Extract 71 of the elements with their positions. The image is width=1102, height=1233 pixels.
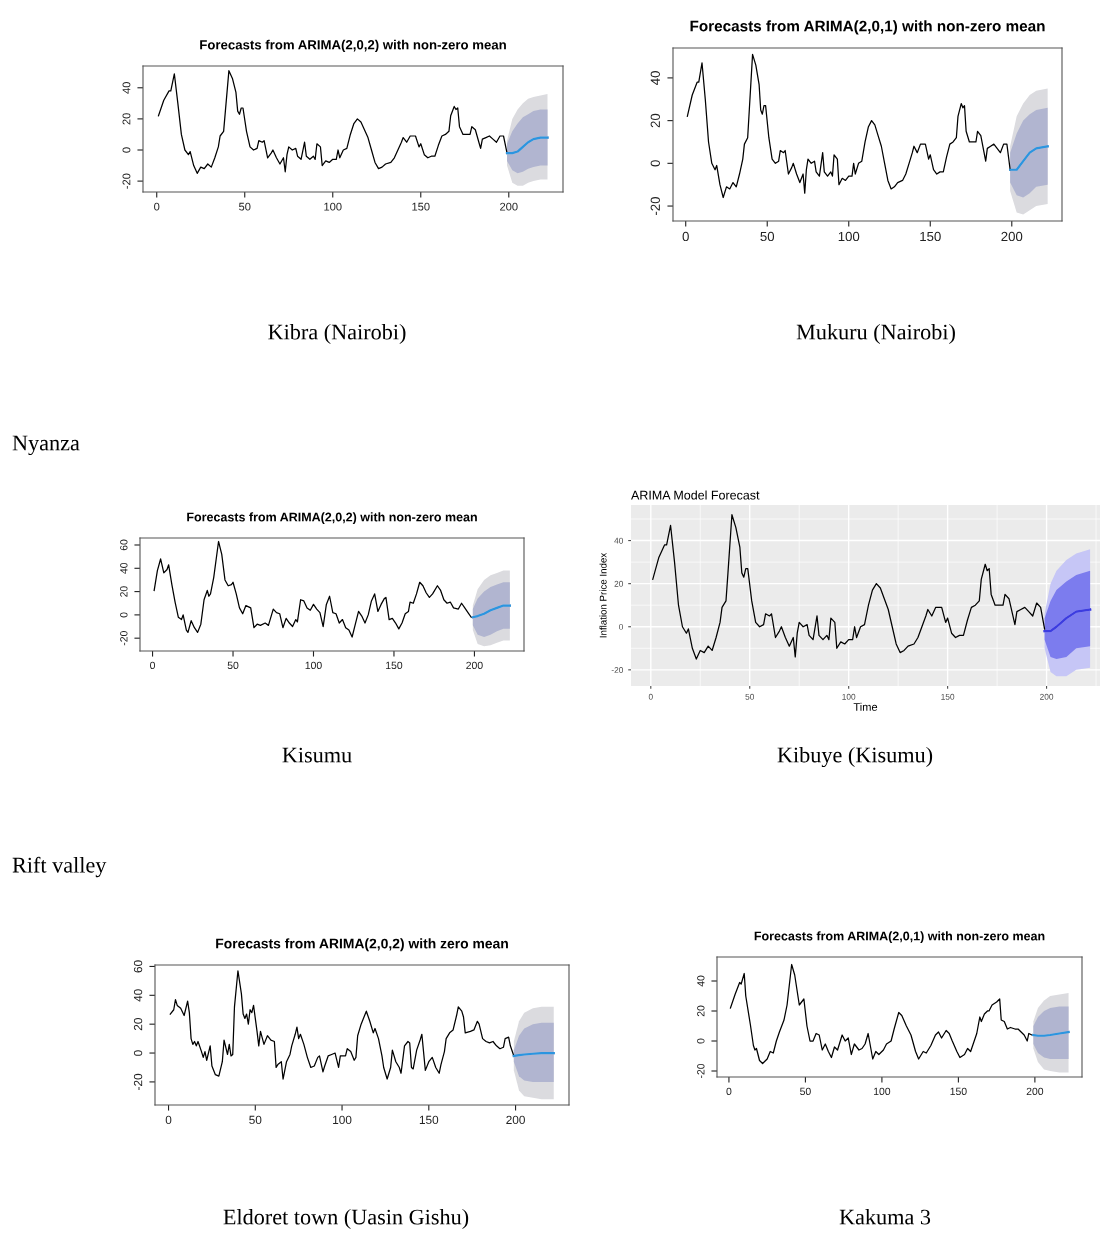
text: Rift valley (12, 856, 107, 878)
x-tick-label: 0 (165, 1115, 172, 1125)
y-tick-label: -20 (650, 197, 660, 215)
y-tick-label: 0 (650, 160, 660, 167)
x-tick-label: 200 (466, 661, 483, 670)
x-tick-label: 0 (154, 202, 160, 211)
y-tick-label: 40 (133, 989, 143, 1002)
y-tick-label: 40 (697, 975, 705, 987)
y-tick-label: 20 (120, 586, 128, 597)
y-axis-title: Inflation Price Index (599, 552, 607, 638)
x-tick-label: 150 (941, 693, 955, 700)
x-tick-label: 100 (333, 1115, 352, 1125)
x-tick-label: 200 (506, 1115, 525, 1125)
y-tick-label: 0 (122, 147, 131, 153)
x-tick-label: 50 (745, 693, 755, 700)
y-tick-label: 60 (120, 539, 128, 551)
text: Kakuma 3 (839, 1208, 931, 1225)
x-tick-label: 100 (874, 1087, 891, 1096)
y-tick-label: -20 (611, 667, 624, 673)
chart-title: ARIMA Model Forecast (631, 490, 760, 500)
y-tick-label: -20 (133, 1073, 143, 1090)
x-tick-label: 0 (682, 231, 689, 242)
y-tick-label: 40 (120, 562, 128, 574)
text: Kisumu (282, 747, 352, 763)
y-tick-label: 40 (122, 82, 131, 94)
chart-title: Forecasts from ARIMA(2,0,2) with non-zero mean (187, 512, 477, 524)
text: Mukuru (Nairobi) (796, 323, 955, 345)
y-tick-label: -20 (697, 1063, 705, 1079)
y-tick-label: 40 (614, 537, 624, 544)
text: Kibuye (Kisumu) (777, 746, 933, 768)
x-tick-label: 150 (950, 1087, 967, 1096)
x-tick-label: 150 (920, 231, 941, 242)
y-tick-label: 20 (614, 580, 624, 587)
x-tick-label: 100 (324, 202, 342, 211)
chart-title: Forecasts from ARIMA(2,0,2) with zero mean (216, 938, 508, 952)
x-tick-label: 200 (1001, 231, 1023, 242)
y-tick-label: -20 (122, 173, 131, 189)
x-tick-label: 200 (1026, 1087, 1044, 1096)
x-tick-label: 150 (419, 1115, 439, 1125)
chart-title: Forecasts from ARIMA(2,0,2) with non-zero mean (200, 39, 506, 53)
y-tick-label: 20 (650, 113, 660, 128)
text: Eldoret town (Uasin Gishu) (223, 1208, 469, 1230)
y-tick-label: 0 (619, 623, 624, 630)
chart-title: Forecasts from ARIMA(2,0,1) with non-zero mean (754, 931, 1045, 943)
x-tick-label: 150 (386, 661, 403, 670)
chart-title: Forecasts from ARIMA(2,0,1) with non-zero mean (690, 20, 1045, 35)
y-tick-label: 40 (650, 71, 660, 85)
x-axis-title: Time (853, 702, 878, 711)
y-tick-label: 0 (697, 1038, 705, 1044)
y-tick-label: 20 (122, 113, 131, 125)
x-tick-label: 0 (726, 1087, 732, 1096)
y-tick-label: 60 (133, 960, 143, 973)
x-tick-label: 50 (239, 202, 251, 211)
x-tick-label: 50 (249, 1115, 262, 1125)
x-tick-label: 100 (842, 693, 856, 700)
x-tick-label: 50 (800, 1087, 811, 1096)
y-tick-label: 0 (120, 612, 128, 618)
x-tick-label: 0 (150, 661, 156, 670)
x-tick-label: 200 (500, 202, 518, 211)
x-tick-label: 100 (838, 231, 860, 242)
y-tick-label: 20 (133, 1018, 143, 1031)
x-tick-label: 50 (760, 231, 775, 242)
y-tick-label: -20 (120, 631, 128, 646)
y-tick-label: 0 (133, 1050, 143, 1056)
text: Kibra (Nairobi) (268, 323, 406, 345)
y-tick-label: 20 (697, 1005, 705, 1017)
x-tick-label: 150 (412, 202, 430, 211)
text: Nyanza (12, 435, 80, 456)
x-tick-label: 200 (1040, 693, 1054, 700)
x-tick-label: 50 (227, 661, 239, 670)
x-tick-label: 100 (305, 661, 322, 670)
